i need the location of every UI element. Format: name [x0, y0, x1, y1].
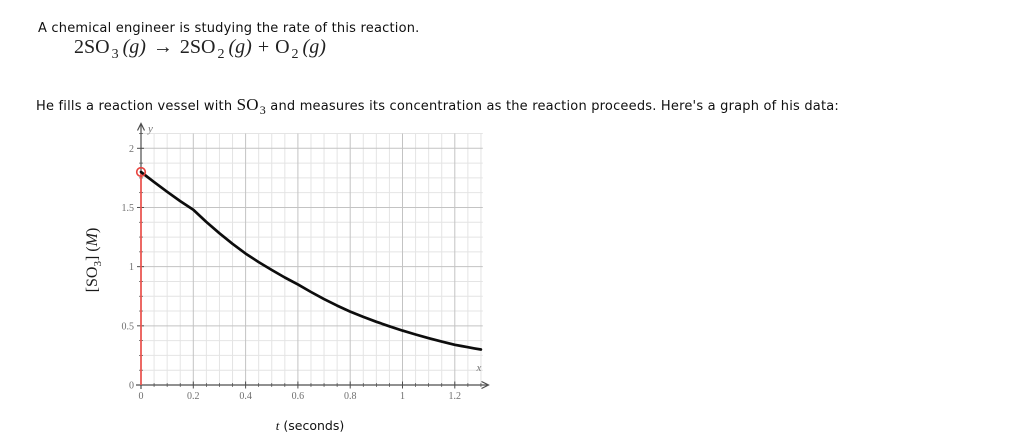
concentration-curve: [139, 170, 483, 351]
svg-text:1.5: 1.5: [122, 203, 135, 214]
text-segment: SO: [236, 95, 259, 114]
text-segment: →: [152, 36, 173, 58]
svg-text:2: 2: [129, 144, 134, 155]
y-axis-arrow-icon: [136, 122, 146, 131]
text-segment: (g): [122, 36, 146, 58]
svg-text:1.2: 1.2: [449, 391, 462, 402]
svg-text:0.5: 0.5: [122, 321, 135, 332]
svg-text:0.6: 0.6: [292, 391, 305, 402]
y-axis-title: [SO3] (M): [84, 228, 104, 293]
text-segment: +: [257, 36, 270, 58]
graph-canvas: 0 0.2 0.4 0.6 0.8 1 1.2 0 0.5 1 1.5 2 x y [SO3] (M) t (…: [84, 122, 490, 433]
svg-text:0.4: 0.4: [239, 391, 252, 402]
text-segment: He fills a reaction vessel with: [36, 99, 237, 114]
text-segment: 3: [111, 47, 119, 62]
text-segment: 2: [217, 47, 225, 62]
svg-text:0.8: 0.8: [344, 391, 357, 402]
reaction-equation: 2SO 3 (g) → 2SO 2 (g) + O 2 (g): [74, 36, 326, 63]
x-axis-title: t (seconds): [276, 418, 344, 433]
tick-marks: [137, 133, 482, 389]
svg-text:0.2: 0.2: [187, 391, 200, 402]
text-segment: (g): [302, 36, 326, 58]
tick-labels: 0 0.2 0.4 0.6 0.8 1 1.2 0 0.5 1 1.5 2: [122, 144, 462, 402]
svg-text:0: 0: [139, 391, 144, 402]
grid-lines: [141, 133, 483, 385]
text-segment: 2: [291, 47, 299, 62]
text-segment: 2SO: [179, 36, 216, 58]
y-axis-letter: y: [147, 123, 153, 135]
svg-text:1: 1: [400, 391, 405, 402]
text-segment: 3: [259, 103, 266, 117]
question-description: He fills a reaction vessel with SO3 and …: [36, 95, 839, 118]
start-point-marker: [135, 166, 147, 178]
text-segment: and measures its concentration as the re…: [265, 99, 839, 114]
svg-text:0: 0: [129, 381, 134, 392]
text-segment: (g): [228, 36, 252, 58]
x-axis-arrow-icon: [481, 380, 490, 390]
question-intro: A chemical engineer is studying the rate…: [38, 21, 420, 36]
text-segment: 2SO: [74, 36, 110, 58]
concentration-graph: 0 0.2 0.4 0.6 0.8 1 1.2 0 0.5 1 1.5 2 x y [SO3] (M) t (…: [80, 115, 505, 437]
svg-text:1: 1: [129, 262, 134, 273]
x-axis-letter: x: [476, 362, 482, 374]
text-segment: O: [275, 36, 290, 58]
